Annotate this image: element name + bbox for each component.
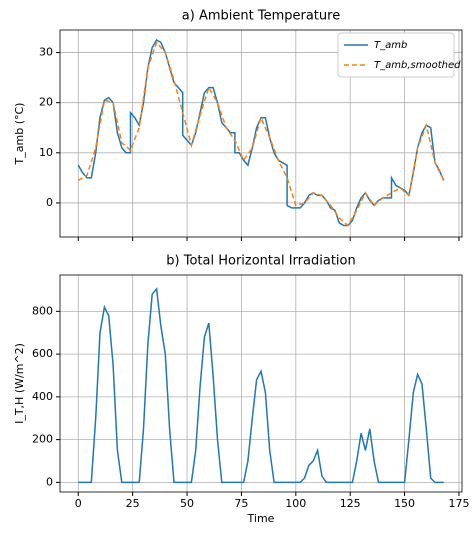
x-tick-label: 100 bbox=[285, 497, 306, 510]
series-line bbox=[78, 287, 444, 484]
y-tick-label: 600 bbox=[32, 347, 53, 360]
x-tick-label: 75 bbox=[234, 497, 248, 510]
x-tick-label: 25 bbox=[126, 497, 140, 510]
y-axis-label: I_T,H (W/m^2) bbox=[13, 343, 26, 424]
y-tick-label: 800 bbox=[32, 304, 53, 317]
x-tick-label: 50 bbox=[180, 497, 194, 510]
x-tick-label: 150 bbox=[394, 497, 415, 510]
y-tick-label: 30 bbox=[39, 46, 53, 59]
y-tick-label: 400 bbox=[32, 390, 53, 403]
x-axis-label: Time bbox=[247, 512, 275, 525]
legend-label: T_amb,smoothed bbox=[374, 60, 461, 71]
plot-frame bbox=[59, 29, 463, 238]
series-line bbox=[77, 41, 445, 227]
y-tick-label: 0 bbox=[46, 196, 53, 209]
x-tick-label: 175 bbox=[448, 497, 469, 510]
chart-title: a) Ambient Temperature bbox=[182, 9, 340, 24]
legend-label: T_amb bbox=[374, 40, 407, 51]
y-tick-label: 200 bbox=[32, 433, 53, 446]
y-tick-label: 10 bbox=[39, 146, 53, 159]
x-tick-label: 0 bbox=[75, 497, 82, 510]
plot-frame bbox=[59, 274, 463, 493]
legend-box bbox=[337, 32, 455, 78]
y-tick-label: 20 bbox=[39, 96, 53, 109]
y-axis-label: T_amb (°C) bbox=[13, 103, 26, 166]
x-tick-label: 125 bbox=[340, 497, 361, 510]
chart-title: b) Total Horizontal Irradiation bbox=[166, 254, 355, 269]
y-tick-label: 0 bbox=[46, 475, 53, 488]
